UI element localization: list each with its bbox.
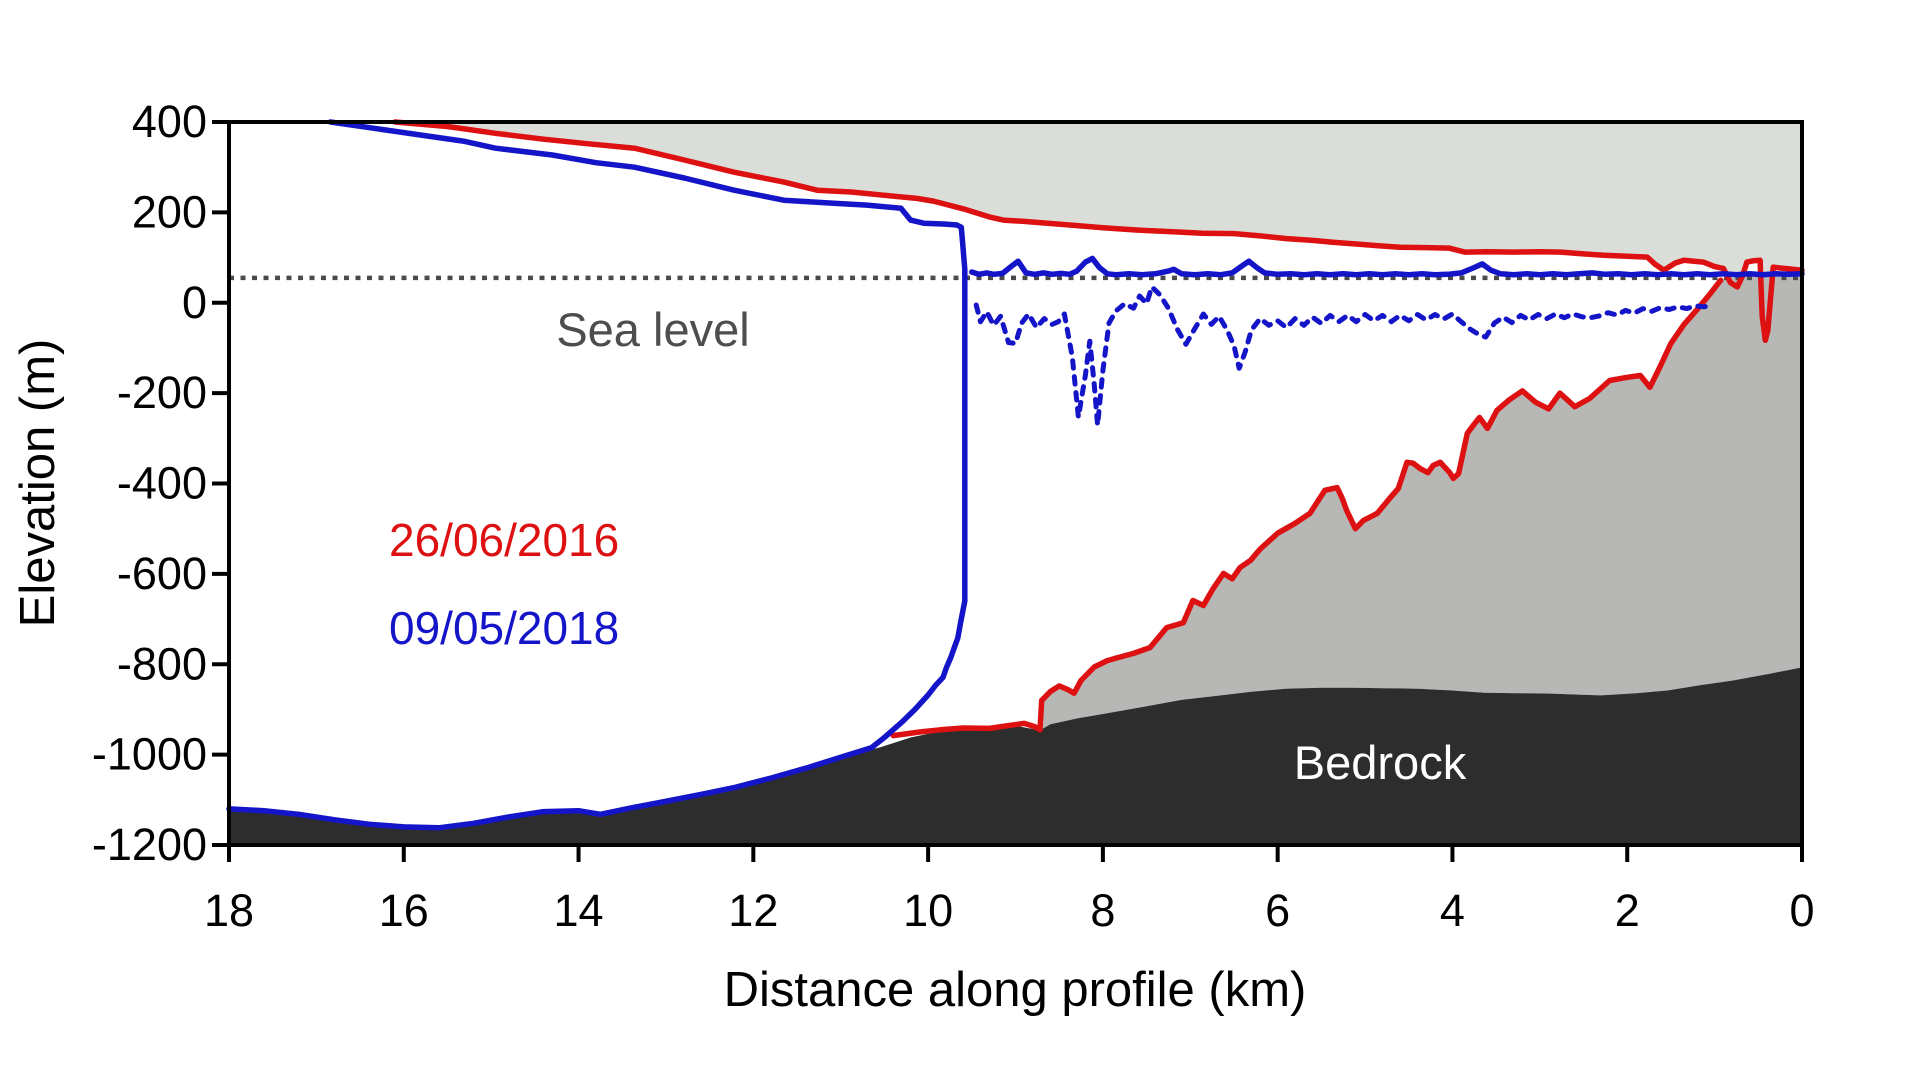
x-tick-label: 0	[1789, 885, 1814, 936]
y-tick-label: -200	[117, 367, 207, 418]
y-tick-label: 200	[132, 186, 207, 237]
y-tick-label: -800	[117, 638, 207, 689]
axes-layer: 18 16 14 12 10 8 6 4 2 0 400 200 0 -200 -400 -600 -800 -1…	[92, 96, 1815, 936]
bedrock-label: Bedrock	[1294, 736, 1467, 789]
legend-label-2018: 09/05/2018	[389, 602, 619, 654]
draft-2018-dotted-line	[973, 284, 1716, 428]
x-axis-title: Distance along profile (km)	[724, 963, 1307, 1017]
x-tick-label: 6	[1265, 885, 1290, 936]
fjord-water-area	[1040, 276, 1802, 731]
sea-level-label: Sea level	[556, 303, 749, 356]
y-tick-label: 0	[182, 277, 207, 328]
x-tick-label: 8	[1090, 885, 1115, 936]
text-layer: Elevation (m) Distance along profile (km…	[11, 303, 1467, 1017]
x-tick-label: 4	[1440, 885, 1465, 936]
y-tick-label: -400	[117, 458, 207, 509]
x-tick-label: 10	[903, 885, 953, 936]
y-tick-label: -1200	[92, 819, 207, 870]
x-tick-label: 2	[1615, 885, 1640, 936]
x-tick-label: 12	[728, 885, 778, 936]
x-tick-label: 16	[379, 885, 429, 936]
y-axis-title: Elevation (m)	[11, 339, 65, 628]
y-tick-label: -1000	[92, 729, 207, 780]
base-2016-line	[890, 277, 1724, 739]
surface-2016-line	[392, 119, 1805, 344]
x-tick-label: 18	[204, 885, 254, 936]
data-series-layer	[226, 119, 1805, 831]
bedrock-area	[229, 667, 1802, 845]
y-tick-label: 400	[132, 96, 207, 147]
legend-label-2016: 26/06/2016	[389, 514, 619, 566]
melange-2018-line	[969, 255, 1805, 278]
x-tick-label: 14	[554, 885, 604, 936]
fill-areas	[229, 122, 1802, 845]
y-tick-label: -600	[117, 548, 207, 599]
outline-2018-line	[226, 119, 968, 831]
sky-area	[395, 122, 1802, 341]
